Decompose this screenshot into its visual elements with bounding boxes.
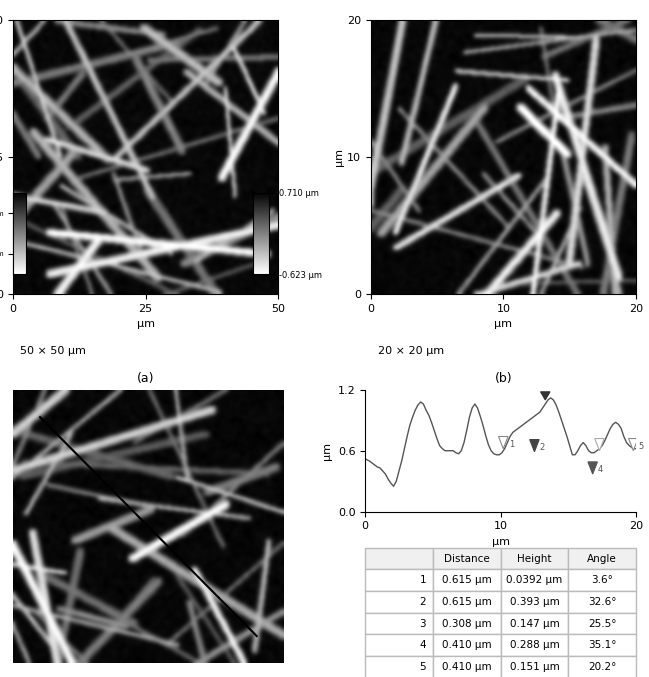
Polygon shape <box>588 462 598 474</box>
Polygon shape <box>498 437 508 449</box>
Polygon shape <box>629 439 638 451</box>
Y-axis label: μm: μm <box>334 148 344 166</box>
X-axis label: μm: μm <box>495 320 513 329</box>
Text: 4: 4 <box>598 465 604 474</box>
Polygon shape <box>594 439 604 451</box>
Polygon shape <box>541 392 550 400</box>
X-axis label: μm: μm <box>136 320 154 329</box>
Y-axis label: μm: μm <box>322 441 332 460</box>
Text: 1: 1 <box>509 439 514 449</box>
Text: 50 × 50 μm: 50 × 50 μm <box>20 346 86 356</box>
Polygon shape <box>530 439 539 452</box>
Text: 5: 5 <box>639 441 644 451</box>
X-axis label: μm: μm <box>491 537 509 547</box>
Text: (b): (b) <box>495 372 512 385</box>
Text: 2: 2 <box>540 443 545 452</box>
Text: (a): (a) <box>137 372 154 385</box>
Text: 20 × 20 μm: 20 × 20 μm <box>378 346 444 356</box>
